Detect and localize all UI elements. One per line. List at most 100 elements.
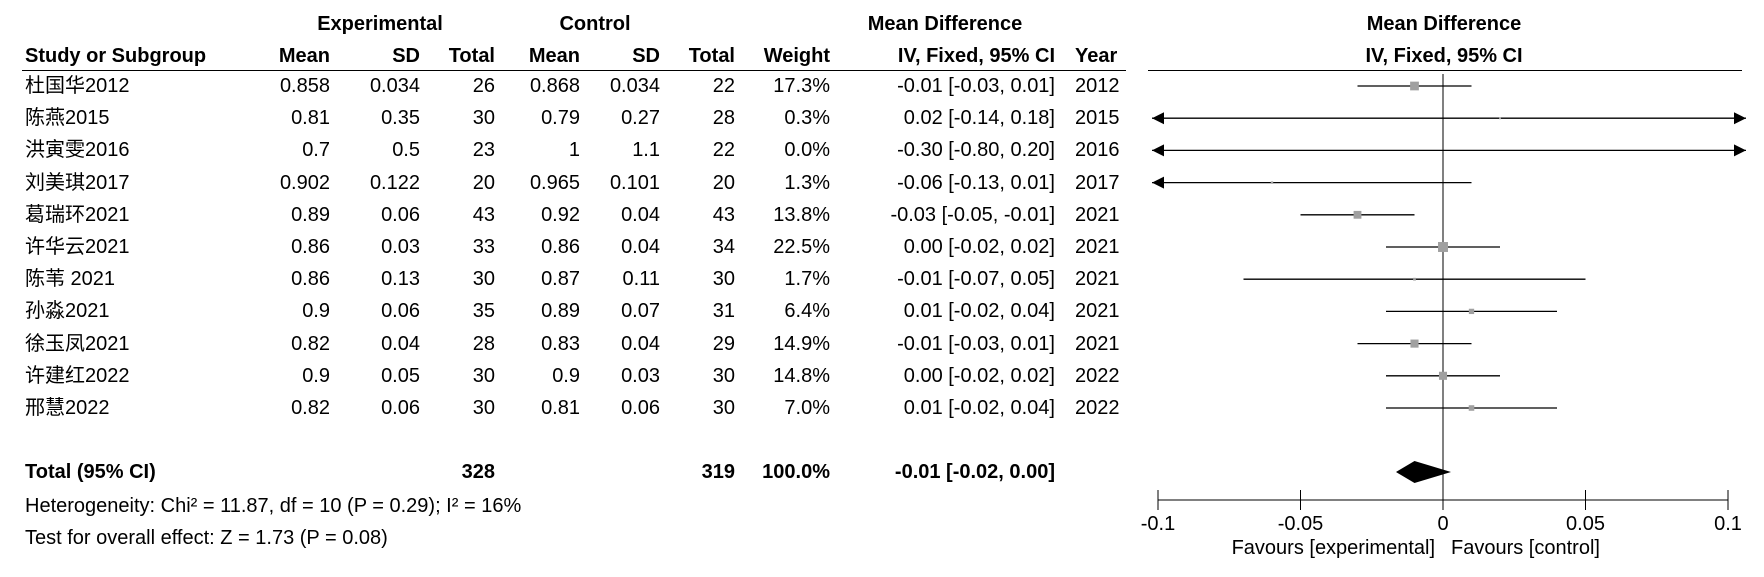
total-diamond (1396, 461, 1451, 483)
sd-ctrl: 0.101 (609, 171, 660, 194)
total-exp: 35 (472, 300, 495, 323)
ci-text: 0.00 [-0.02, 0.02] (903, 236, 1055, 258)
heterogeneity-text: Heterogeneity: Chi² = 11.87, df = 10 (P … (25, 495, 522, 517)
mean-exp: 0.81 (291, 107, 330, 130)
total-ctrl: 29 (712, 332, 735, 355)
total-ctrl: 319 (701, 461, 735, 483)
study-name: 陈燕2015 (25, 107, 110, 130)
col-mean-ctrl: Mean (528, 45, 580, 67)
col-year: Year (1075, 45, 1118, 67)
sd-exp: 0.03 (381, 236, 420, 258)
sd-ctrl: 0.04 (621, 236, 660, 258)
ci-text: -0.03 [-0.05, -0.01] (890, 203, 1055, 226)
ci-text: 0.01 [-0.02, 0.04] (903, 397, 1055, 419)
mean-ctrl: 1 (568, 139, 580, 162)
mean-ctrl: 0.83 (541, 332, 580, 355)
year: 2015 (1075, 107, 1120, 130)
mean-ctrl: 0.9 (552, 364, 580, 387)
weight: 0.0% (784, 139, 830, 162)
col-ci: IV, Fixed, 95% CI (897, 45, 1055, 67)
study-name: 葛瑞环2021 (25, 203, 130, 226)
mean-ctrl: 0.89 (541, 300, 580, 323)
sd-ctrl: 0.04 (621, 203, 660, 226)
study-marker (1438, 242, 1448, 252)
ci-arrow-right (1734, 144, 1746, 157)
control-group-header: Control (559, 13, 631, 35)
study-name: 邢慧2022 (25, 397, 110, 419)
sd-exp: 0.35 (381, 107, 420, 130)
ci-text: -0.06 [-0.13, 0.01] (897, 171, 1055, 194)
overall-effect-text: Test for overall effect: Z = 1.73 (P = 0… (25, 527, 388, 549)
total-ctrl: 31 (712, 300, 735, 323)
total-exp: 30 (472, 107, 495, 130)
plot-subtitle: IV, Fixed, 95% CI (1365, 45, 1523, 67)
sd-ctrl: 0.04 (621, 332, 660, 355)
favours-control-label: Favours [control] (1451, 537, 1600, 559)
study-name: 孙淼2021 (25, 300, 110, 323)
mean-exp: 0.7 (302, 139, 330, 162)
year: 2021 (1075, 203, 1120, 226)
col-sd-ctrl: SD (632, 45, 660, 67)
sd-ctrl: 0.03 (621, 364, 660, 387)
mean-exp: 0.86 (291, 236, 330, 258)
mean-ctrl: 0.92 (541, 203, 580, 226)
year: 2021 (1075, 332, 1120, 355)
study-name: 徐玉凤2021 (25, 332, 130, 355)
total-ctrl: 30 (712, 364, 735, 387)
total-exp: 30 (472, 268, 495, 291)
study-marker (1468, 308, 1475, 315)
total-exp: 30 (472, 364, 495, 387)
weight: 14.8% (773, 364, 830, 387)
experimental-group-header: Experimental (317, 13, 443, 35)
weight: 6.4% (784, 300, 830, 323)
sd-ctrl: 0.07 (621, 300, 660, 323)
weight: 17.3% (773, 75, 830, 97)
study-name: 洪寅雯2016 (25, 139, 130, 162)
total-label: Total (95% CI) (25, 461, 156, 483)
sd-exp: 0.5 (392, 139, 420, 162)
study-name: 杜国华2012 (25, 75, 130, 97)
study-marker (1499, 117, 1501, 120)
weight: 13.8% (773, 203, 830, 226)
study-marker (1410, 81, 1419, 91)
total-exp: 33 (472, 236, 495, 258)
year: 2021 (1075, 300, 1120, 323)
year: 2021 (1075, 268, 1120, 291)
sd-ctrl: 1.1 (632, 139, 660, 162)
ci-text: -0.01 [-0.03, 0.01] (897, 75, 1055, 97)
sd-exp: 0.06 (381, 300, 420, 323)
sd-exp: 0.06 (381, 203, 420, 226)
weight: 14.9% (773, 332, 830, 355)
total-exp: 26 (472, 75, 495, 97)
total-ctrl: 22 (712, 75, 735, 97)
mean-difference-header: Mean Difference (867, 13, 1023, 35)
ci-text: 0.01 [-0.02, 0.04] (903, 300, 1055, 323)
study-marker (1270, 181, 1274, 184)
total-exp: 20 (472, 171, 495, 194)
weight: 1.3% (784, 171, 830, 194)
mean-exp: 0.82 (291, 332, 330, 355)
total-ctrl: 43 (712, 203, 735, 226)
col-sd-exp: SD (392, 45, 420, 67)
ci-arrow-right (1734, 112, 1746, 125)
mean-exp: 0.9 (302, 364, 330, 387)
mean-ctrl: 0.79 (541, 107, 580, 130)
weight: 1.7% (784, 268, 830, 291)
mean-exp: 0.89 (291, 203, 330, 226)
ci-text: -0.01 [-0.03, 0.01] (897, 332, 1055, 355)
total-exp: 328 (461, 461, 495, 483)
total-exp: 43 (472, 203, 495, 226)
favours-experimental-label: Favours [experimental] (1232, 537, 1435, 559)
mean-exp: 0.858 (279, 75, 330, 97)
x-tick-label: 0.1 (1714, 513, 1742, 535)
col-total-exp: Total (448, 45, 495, 67)
sd-ctrl: 0.06 (621, 397, 660, 419)
study-marker (1438, 371, 1448, 380)
study-name: 许华云2021 (25, 236, 130, 258)
year: 2016 (1075, 139, 1120, 162)
year: 2017 (1075, 171, 1120, 194)
x-tick-label: -0.05 (1278, 513, 1324, 535)
mean-exp: 0.86 (291, 268, 330, 291)
total-weight: 100.0% (762, 461, 830, 483)
